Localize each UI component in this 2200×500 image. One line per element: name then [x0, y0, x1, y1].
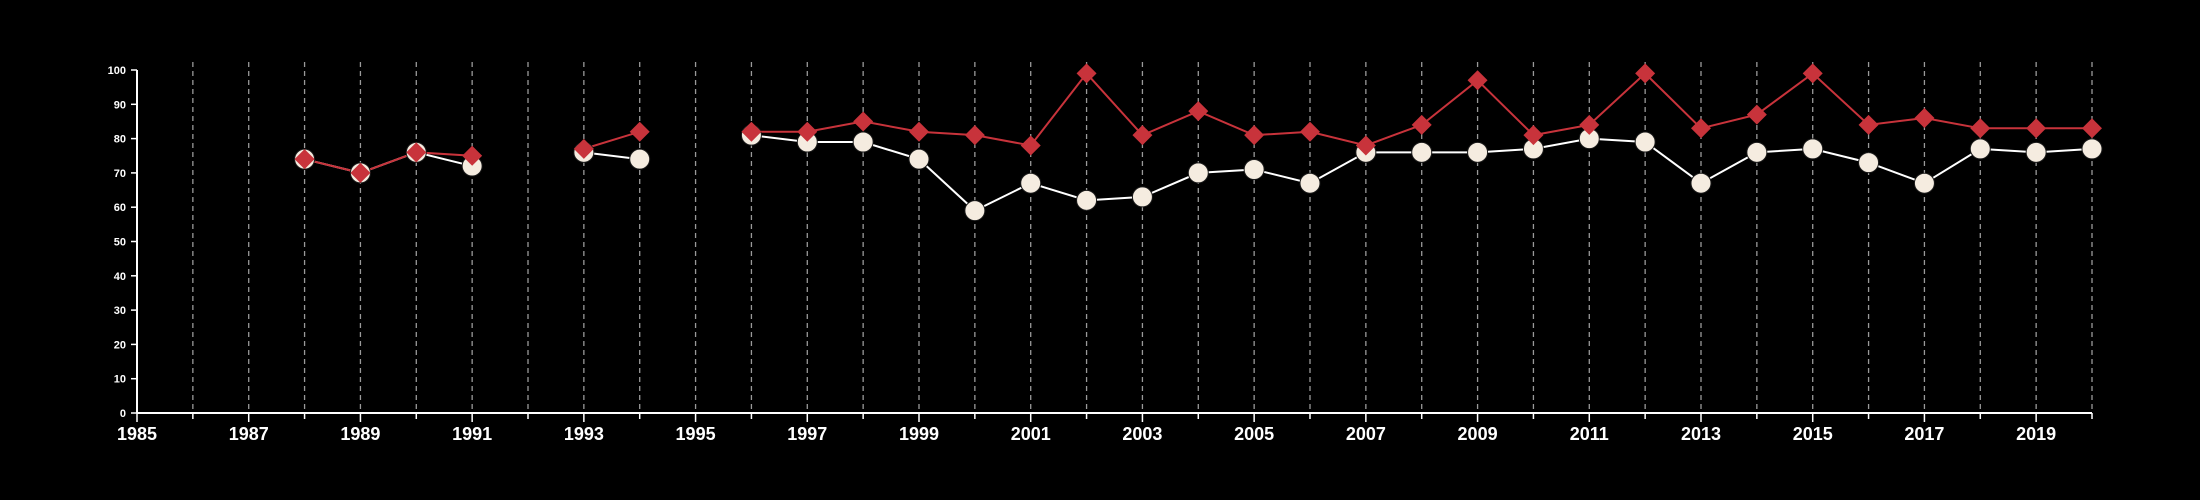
x-tick-label: 2003 [1122, 424, 1162, 444]
series-1-point [1243, 158, 1265, 180]
series-2-point [573, 138, 594, 159]
series-2-point [1858, 114, 1879, 135]
x-tick-label: 1989 [340, 424, 380, 444]
series-2-point [1523, 125, 1544, 146]
series-2-point [964, 125, 985, 146]
series-1-point [1634, 131, 1656, 153]
y-tick-label: 30 [114, 305, 126, 317]
series-2-point [1355, 135, 1376, 156]
x-tick-label: 1997 [787, 424, 827, 444]
x-tick-label: 1985 [117, 424, 157, 444]
series-1-point [2025, 141, 2047, 163]
series-2-point [406, 142, 427, 163]
x-tick-label: 2019 [2016, 424, 2056, 444]
series-2-point [294, 149, 315, 170]
series-2-point [1635, 63, 1656, 84]
y-tick-label: 0 [120, 408, 126, 420]
series-1-point [1802, 138, 1824, 160]
series-1-point [1187, 162, 1209, 184]
series-1-point [1969, 138, 1991, 160]
x-tick-label: 1993 [564, 424, 604, 444]
series-1-point [1076, 189, 1098, 211]
series-2-point [1970, 118, 1991, 139]
x-tick-label: 2001 [1011, 424, 1051, 444]
series-2-point [1802, 63, 1823, 84]
series-1-point [908, 148, 930, 170]
series-2-point [1746, 104, 1767, 125]
series-2-point [1914, 108, 1935, 129]
series-2-line [304, 151, 473, 174]
x-tick-label: 1999 [899, 424, 939, 444]
y-tick-label: 80 [114, 134, 126, 146]
series-1-point [1299, 172, 1321, 194]
x-tick-label: 1991 [452, 424, 492, 444]
x-tick-label: 2007 [1346, 424, 1386, 444]
series-2-point [1132, 125, 1153, 146]
series-2-line [583, 130, 641, 150]
y-tick-label: 50 [114, 237, 126, 249]
series-1-point [1411, 141, 1433, 163]
x-tick-label: 1995 [676, 424, 716, 444]
series-2-point [1020, 135, 1041, 156]
series [294, 63, 2103, 222]
y-tick-label: 40 [114, 271, 126, 283]
series-2-point [741, 121, 762, 142]
series-2-point [1244, 125, 1265, 146]
series-1-point [1746, 141, 1768, 163]
series-2-point [853, 111, 874, 132]
x-tick-label: 2011 [1570, 424, 1609, 444]
series-1-point [1858, 152, 1880, 174]
series-1-point [629, 148, 651, 170]
series-2-point [1076, 63, 1097, 84]
series-2-point [1467, 70, 1488, 91]
series-1-point [1690, 172, 1712, 194]
series-2-point [1300, 121, 1320, 142]
series-1-point [1913, 172, 1935, 194]
series-2-point [2082, 118, 2102, 139]
y-tick-label: 100 [108, 65, 126, 77]
series-1-point [2081, 138, 2103, 160]
y-tick-label: 20 [114, 339, 126, 351]
series-1-point [1467, 141, 1489, 163]
series-2-point [2026, 118, 2047, 139]
y-tick-label: 10 [114, 374, 126, 386]
axes: 0 10 20 30 40 50 60 70 80 90 100 1985 1987 1989 1991 19… [108, 65, 2093, 444]
series-2-point [1691, 118, 1711, 139]
y-tick-label: 70 [114, 168, 126, 180]
series-2-point [797, 121, 818, 142]
series-2-point [1411, 114, 1432, 135]
series-1-point [1131, 186, 1153, 208]
x-tick-label: 2005 [1234, 424, 1274, 444]
x-tick-label: 2013 [1681, 424, 1721, 444]
series-2-point [1579, 114, 1600, 135]
series-2-point [629, 121, 650, 142]
series-1-point [1020, 172, 1042, 194]
series-2-point [1188, 101, 1209, 122]
y-tick-label: 90 [114, 99, 126, 111]
series-1-point [964, 200, 986, 222]
x-tick-label: 2017 [1904, 424, 1944, 444]
x-tick-label: 2015 [1793, 424, 1833, 444]
series-2-point [350, 162, 371, 183]
series-2-point [462, 145, 483, 166]
series-1-point [852, 131, 874, 153]
x-tick-label: 2009 [1458, 424, 1498, 444]
vertical-gridlines [192, 62, 2093, 413]
series-2-point [909, 121, 929, 142]
y-tick-label: 60 [114, 202, 126, 214]
x-tick-label: 1987 [229, 424, 269, 444]
